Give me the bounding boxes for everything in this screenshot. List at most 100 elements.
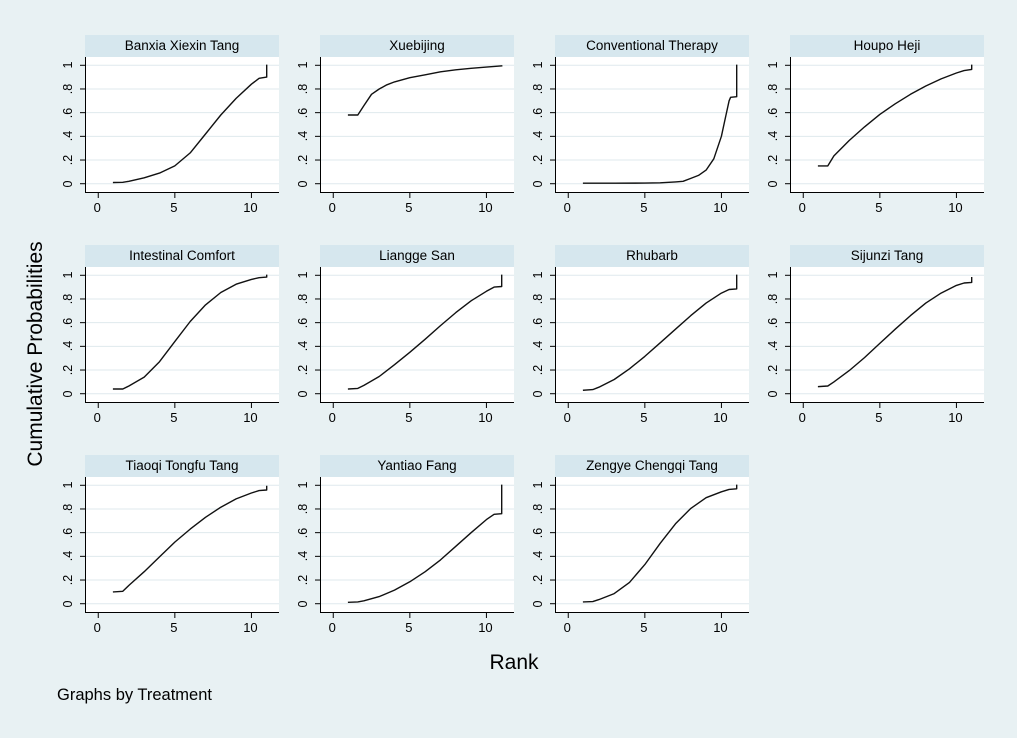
cumulative-probability-curve <box>817 276 973 388</box>
cumulative-probability-curve <box>112 274 268 390</box>
plot-area <box>315 267 514 408</box>
x-tick-label: 10 <box>713 200 728 215</box>
x-tick-label: 10 <box>243 620 258 635</box>
x-tick-label: 0 <box>563 410 571 425</box>
y-tick-label: 1 <box>296 481 310 489</box>
panel-title: Rhubarb <box>555 245 749 267</box>
x-tick-label: 5 <box>405 200 413 215</box>
panel-zengye-chengqi-tang: Zengye Chengqi Tang 0.2.4.6.8 1 0 5 10 <box>515 455 750 640</box>
cumulative-probability-curve <box>347 274 503 390</box>
cumulative-probability-curve <box>582 274 738 391</box>
x-tick-label: 10 <box>948 200 963 215</box>
x-tick-label: 0 <box>798 410 806 425</box>
x-tick-label: 5 <box>170 410 178 425</box>
panel-yantiao-fang: Yantiao Fang 0.2.4.6.8 1 0 5 10 <box>280 455 515 640</box>
x-tick-label: 5 <box>640 200 648 215</box>
y-tick-label: 1 <box>296 271 310 279</box>
panel-title: Banxia Xiexin Tang <box>85 35 279 57</box>
by-graph-footnote: Graphs by Treatment <box>57 686 212 704</box>
x-axis-title: Rank <box>489 651 539 674</box>
cumulative-probability-curve <box>347 484 503 604</box>
panel-chart-conventional-therapy <box>550 64 749 198</box>
cumulative-probability-curve <box>817 64 973 167</box>
cumulative-probability-curve <box>112 64 268 184</box>
panel-chart-houpo-heji <box>785 64 984 198</box>
panel-houpo-heji: Houpo Heji 0.2.4.6.8 1 0 5 10 <box>750 35 985 220</box>
x-tick-label: 0 <box>798 200 806 215</box>
panel-liangge-san: Liangge San 0.2.4.6.8 1 0 5 10 <box>280 245 515 430</box>
panel-chart-xuebijing <box>315 64 514 198</box>
plot-area <box>785 57 984 198</box>
cumulative-probability-curve <box>347 65 503 116</box>
x-tick-label: 10 <box>713 620 728 635</box>
plot-area <box>315 57 514 198</box>
x-tick-label: 5 <box>640 410 648 425</box>
x-tick-label: 10 <box>243 200 258 215</box>
cumulative-probability-curve <box>582 64 738 184</box>
panel-chart-yantiao-fang <box>315 484 514 618</box>
panel-intestinal-comfort: Intestinal Comfort 0.2.4.6.8 1 0 5 10 <box>45 245 280 430</box>
cumulative-probability-curve <box>112 485 268 593</box>
plot-area <box>80 477 279 618</box>
plot-area <box>315 477 514 618</box>
panel-chart-rhubarb <box>550 274 749 408</box>
panel-chart-intestinal-comfort <box>80 274 279 408</box>
x-tick-label: 5 <box>405 410 413 425</box>
x-tick-label: 10 <box>478 410 493 425</box>
y-tick-label: 1 <box>531 271 545 279</box>
x-tick-label: 10 <box>243 410 258 425</box>
y-tick-label: 1 <box>766 61 780 69</box>
x-tick-label: 10 <box>478 200 493 215</box>
x-tick-label: 0 <box>93 410 101 425</box>
panel-title: Conventional Therapy <box>555 35 749 57</box>
x-tick-label: 0 <box>328 620 336 635</box>
x-tick-label: 5 <box>405 620 413 635</box>
panel-xuebijing: Xuebijing 0.2.4.6.8 1 0 5 10 <box>280 35 515 220</box>
x-tick-label: 0 <box>328 410 336 425</box>
plot-area <box>550 477 749 618</box>
x-tick-label: 0 <box>563 200 571 215</box>
x-tick-label: 10 <box>713 410 728 425</box>
y-tick-label: 1 <box>531 481 545 489</box>
x-tick-label: 5 <box>170 200 178 215</box>
plot-area <box>550 57 749 198</box>
y-tick-label: 1 <box>296 61 310 69</box>
panel-rhubarb: Rhubarb 0.2.4.6.8 1 0 5 10 <box>515 245 750 430</box>
plot-area <box>785 267 984 408</box>
x-tick-label: 5 <box>170 620 178 635</box>
y-tick-label: 1 <box>61 481 75 489</box>
y-tick-label: 1 <box>61 271 75 279</box>
x-tick-label: 0 <box>563 620 571 635</box>
panel-chart-zengye-chengqi-tang <box>550 484 749 618</box>
panel-title: Xuebijing <box>320 35 514 57</box>
x-tick-label: 5 <box>640 620 648 635</box>
panel-chart-sijunzi-tang <box>785 274 984 408</box>
plot-area <box>80 57 279 198</box>
panel-title: Yantiao Fang <box>320 455 514 477</box>
y-tick-label: 1 <box>531 61 545 69</box>
panel-sijunzi-tang: Sijunzi Tang 0.2.4.6.8 1 0 5 10 <box>750 245 985 430</box>
panel-chart-banxia-xiexin-tang <box>80 64 279 198</box>
y-tick-label: 1 <box>766 271 780 279</box>
cumulative-probability-curve <box>582 484 738 603</box>
panel-tiaoqi-tongfu-tang: Tiaoqi Tongfu Tang 0.2.4.6.8 1 0 5 10 <box>45 455 280 640</box>
panel-title: Houpo Heji <box>790 35 984 57</box>
plot-area <box>80 267 279 408</box>
panel-title: Sijunzi Tang <box>790 245 984 267</box>
x-tick-label: 0 <box>93 200 101 215</box>
panel-conventional-therapy: Conventional Therapy 0.2.4.6.8 1 0 5 10 <box>515 35 750 220</box>
x-tick-label: 0 <box>328 200 336 215</box>
panel-title: Tiaoqi Tongfu Tang <box>85 455 279 477</box>
panel-title: Liangge San <box>320 245 514 267</box>
panel-chart-liangge-san <box>315 274 514 408</box>
x-tick-label: 5 <box>875 200 883 215</box>
x-tick-label: 5 <box>875 410 883 425</box>
panel-chart-tiaoqi-tongfu-tang <box>80 484 279 618</box>
x-tick-label: 10 <box>948 410 963 425</box>
x-tick-label: 0 <box>93 620 101 635</box>
plot-area <box>550 267 749 408</box>
panel-title: Zengye Chengqi Tang <box>555 455 749 477</box>
panel-title: Intestinal Comfort <box>85 245 279 267</box>
y-tick-label: 1 <box>61 61 75 69</box>
